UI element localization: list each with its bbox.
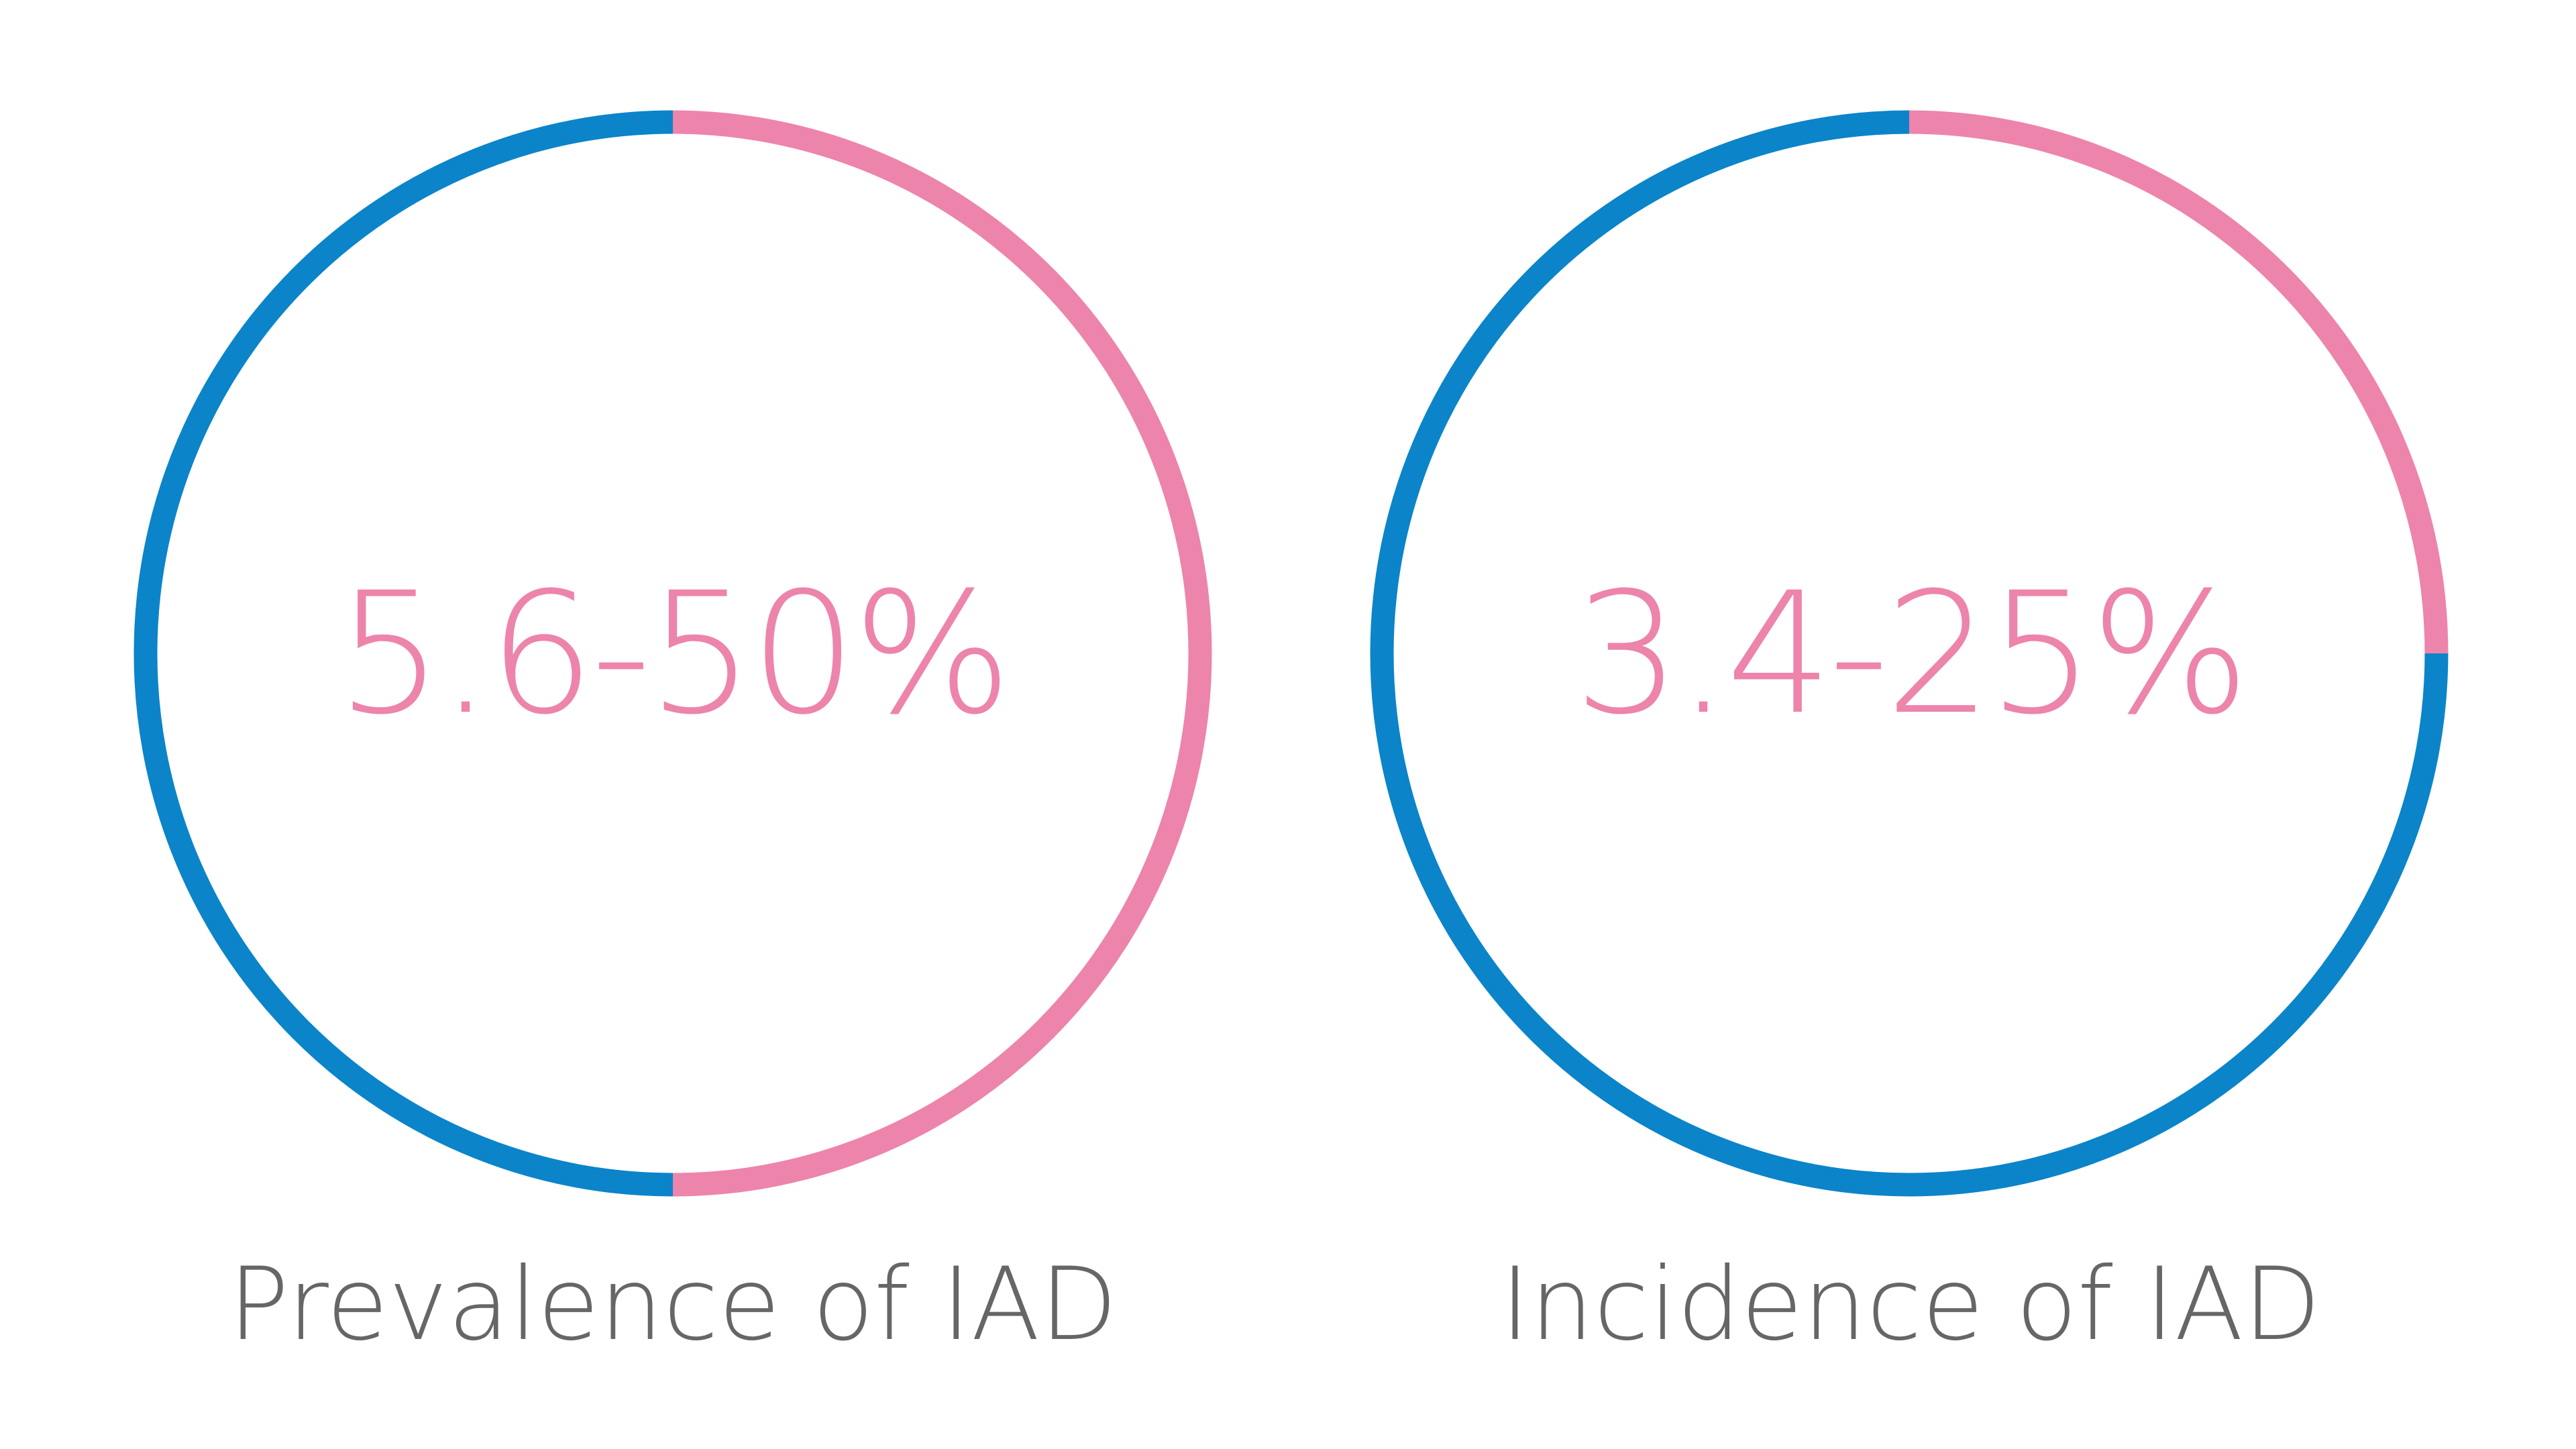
incidence-remainder-arc	[1370, 110, 2449, 1197]
prevalence-remainder-arc	[133, 110, 674, 1197]
prevalence-highlight-arc	[672, 110, 1212, 1197]
prevalence-caption: Prevalence of IAD	[228, 1246, 1118, 1363]
incidence-caption: Incidence of IAD	[1500, 1246, 2321, 1363]
incidence-value-label: 3.4-25%	[1574, 556, 2249, 751]
prevalence-value-label: 5.6-50%	[336, 556, 1012, 751]
incidence-highlight-arc	[1909, 110, 2449, 654]
